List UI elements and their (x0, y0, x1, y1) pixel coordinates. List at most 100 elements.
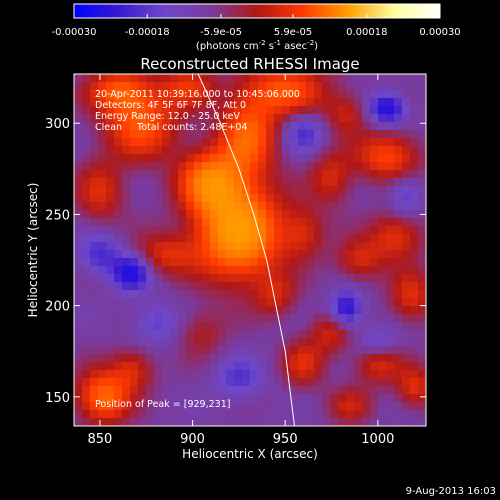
heatmap-cell (290, 306, 299, 315)
heatmap-cell (330, 178, 339, 187)
heatmap-cell (210, 378, 219, 387)
heatmap-cell (330, 306, 339, 315)
heatmap-cell (298, 290, 307, 299)
heatmap-cell (218, 242, 227, 251)
heatmap-cell (322, 338, 331, 347)
heatmap-cell (418, 290, 426, 299)
heatmap-cell (138, 186, 147, 195)
heatmap-cell (226, 114, 235, 123)
heatmap-cell (90, 90, 99, 99)
heatmap-cell (418, 74, 426, 83)
heatmap-cell (202, 386, 211, 395)
heatmap-cell (194, 282, 203, 291)
heatmap-cell (330, 90, 339, 99)
heatmap-cell (306, 402, 315, 411)
heatmap-cell (354, 346, 363, 355)
heatmap-cell (418, 338, 426, 347)
heatmap-cell (386, 186, 395, 195)
heatmap-cell (378, 410, 387, 419)
heatmap-cell (130, 338, 139, 347)
y-tick-label: 150 (45, 391, 70, 406)
heatmap-cell (178, 354, 187, 363)
heatmap-cell (122, 402, 131, 411)
heatmap-cell (306, 386, 315, 395)
heatmap-cell (266, 138, 275, 147)
heatmap-cell (146, 250, 155, 259)
heatmap-cell (98, 266, 107, 275)
heatmap-cell (202, 394, 211, 403)
heatmap-cell (106, 170, 115, 179)
heatmap-cell (122, 90, 131, 99)
heatmap-cell (98, 242, 107, 251)
heatmap-cell (274, 186, 283, 195)
heatmap-cell (122, 170, 131, 179)
heatmap-cell (210, 146, 219, 155)
heatmap-cell (186, 226, 195, 235)
heatmap-cell (114, 146, 123, 155)
heatmap-cell (154, 282, 163, 291)
heatmap-cell (226, 170, 235, 179)
heatmap-cell (250, 154, 259, 163)
heatmap-cell (362, 98, 371, 107)
heatmap-cell (154, 258, 163, 267)
heatmap-cell (298, 282, 307, 291)
heatmap-cell (298, 154, 307, 163)
heatmap-cell (114, 74, 123, 83)
heatmap-cell (402, 314, 411, 323)
heatmap-cell (378, 362, 387, 371)
heatmap-cell (298, 138, 307, 147)
heatmap-cell (266, 386, 275, 395)
heatmap-cell (250, 178, 259, 187)
heatmap-cell (394, 378, 403, 387)
heatmap-cell (266, 418, 275, 426)
heatmap-cell (410, 354, 419, 363)
heatmap-cell (162, 386, 171, 395)
heatmap-cell (234, 82, 243, 91)
heatmap-cell (314, 258, 323, 267)
heatmap-cell (82, 138, 91, 147)
heatmap-cell (114, 322, 123, 331)
heatmap-cell (258, 146, 267, 155)
heatmap-cell (170, 290, 179, 299)
heatmap-cell (354, 394, 363, 403)
heatmap-cell (402, 170, 411, 179)
heatmap-cell (354, 290, 363, 299)
colorbar-units: (photons cm-2 s-1 asec-2) (196, 39, 318, 52)
heatmap-cell (74, 138, 83, 147)
heatmap-cell (354, 146, 363, 155)
heatmap-cell (146, 98, 155, 107)
heatmap-cell (354, 258, 363, 267)
heatmap-cell (306, 330, 315, 339)
heatmap-cell (218, 74, 227, 83)
heatmap-cell (82, 266, 91, 275)
heatmap-cell (194, 234, 203, 243)
heatmap-cell (410, 394, 419, 403)
heatmap-cell (330, 250, 339, 259)
heatmap-cell (250, 202, 259, 211)
heatmap-cell (266, 266, 275, 275)
heatmap-cell (346, 90, 355, 99)
heatmap-cell (114, 298, 123, 307)
heatmap-cell (210, 354, 219, 363)
heatmap-cell (194, 266, 203, 275)
heatmap-cell (82, 258, 91, 267)
heatmap-cell (250, 402, 259, 411)
heatmap-cell (218, 82, 227, 91)
heatmap-cell (306, 98, 315, 107)
heatmap-cell (266, 82, 275, 91)
heatmap-cell (130, 314, 139, 323)
heatmap-cell (154, 138, 163, 147)
heatmap-cell (138, 170, 147, 179)
heatmap-cell (250, 258, 259, 267)
heatmap-cell (194, 162, 203, 171)
heatmap-cell (242, 162, 251, 171)
heatmap-cell (346, 362, 355, 371)
heatmap-cell (250, 114, 259, 123)
heatmap-cell (266, 354, 275, 363)
heatmap-cell (170, 154, 179, 163)
heatmap-cell (162, 346, 171, 355)
heatmap-cell (154, 330, 163, 339)
heatmap-cell (202, 378, 211, 387)
heatmap-cell (162, 202, 171, 211)
heatmap-cell (226, 274, 235, 283)
